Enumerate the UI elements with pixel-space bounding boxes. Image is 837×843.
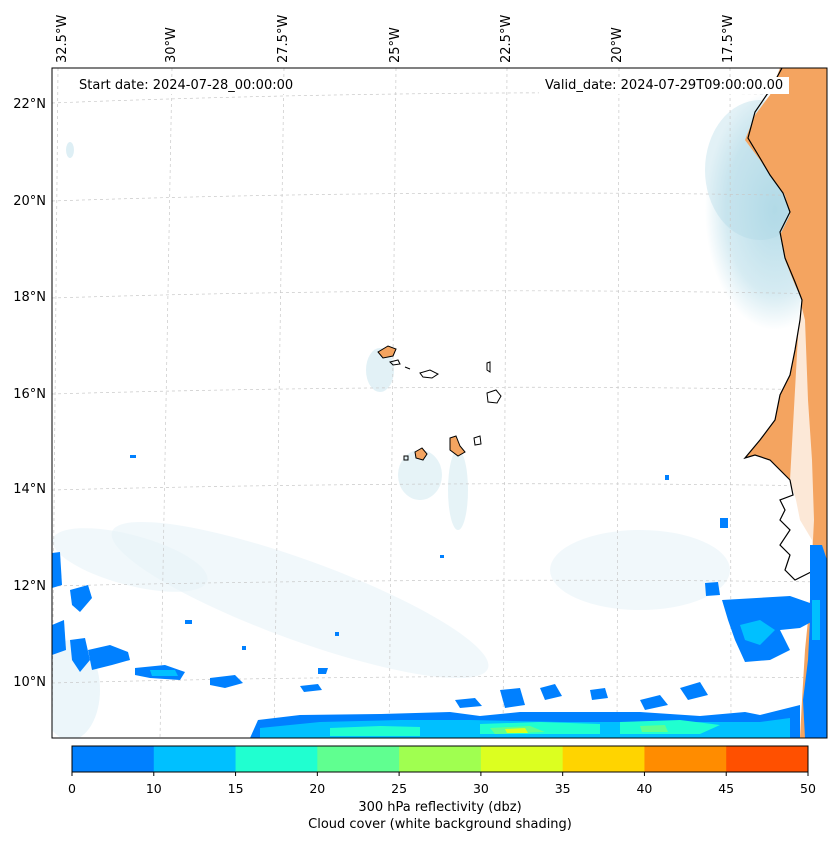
lat-label: 12°N xyxy=(13,579,46,594)
colorbar-swatch xyxy=(726,746,809,772)
colorbar-swatch xyxy=(562,746,645,772)
lon-label: 20°W xyxy=(610,27,625,63)
colorbar-swatch xyxy=(153,746,237,772)
colorbar-swatch xyxy=(480,746,564,772)
start-date-label: Start date: 2024-07-28_00:00:00 xyxy=(73,77,300,94)
lon-label: 25°W xyxy=(388,27,403,63)
africa-coastline xyxy=(743,68,826,601)
lat-label: 10°N xyxy=(13,675,46,690)
lat-label: 14°N xyxy=(13,482,46,497)
valid-date-label: Valid_date: 2024-07-29T09:00:00.00 xyxy=(539,77,790,94)
map-frame xyxy=(51,67,828,739)
colorbar-swatch xyxy=(72,746,155,772)
lat-label: 18°N xyxy=(13,290,46,305)
lat-label: 22°N xyxy=(13,97,46,112)
africa-landmass xyxy=(745,68,827,738)
lon-label: 22.5°W xyxy=(499,14,514,63)
lon-label: 27.5°W xyxy=(276,14,291,63)
colorbar-swatch xyxy=(235,746,318,772)
lat-label: 16°N xyxy=(13,387,46,402)
colorbar xyxy=(71,745,809,776)
colorbar-swatch xyxy=(317,746,400,772)
lat-label: 20°N xyxy=(13,194,46,209)
cape-verde-islands xyxy=(377,345,502,461)
lon-label: 30°W xyxy=(164,27,179,63)
lon-label: 32.5°W xyxy=(55,14,70,63)
colorbar-swatch xyxy=(399,746,482,772)
colorbar-frame xyxy=(71,745,809,773)
colorbar-swatch xyxy=(644,746,727,772)
lon-label: 17.5°W xyxy=(721,14,736,63)
